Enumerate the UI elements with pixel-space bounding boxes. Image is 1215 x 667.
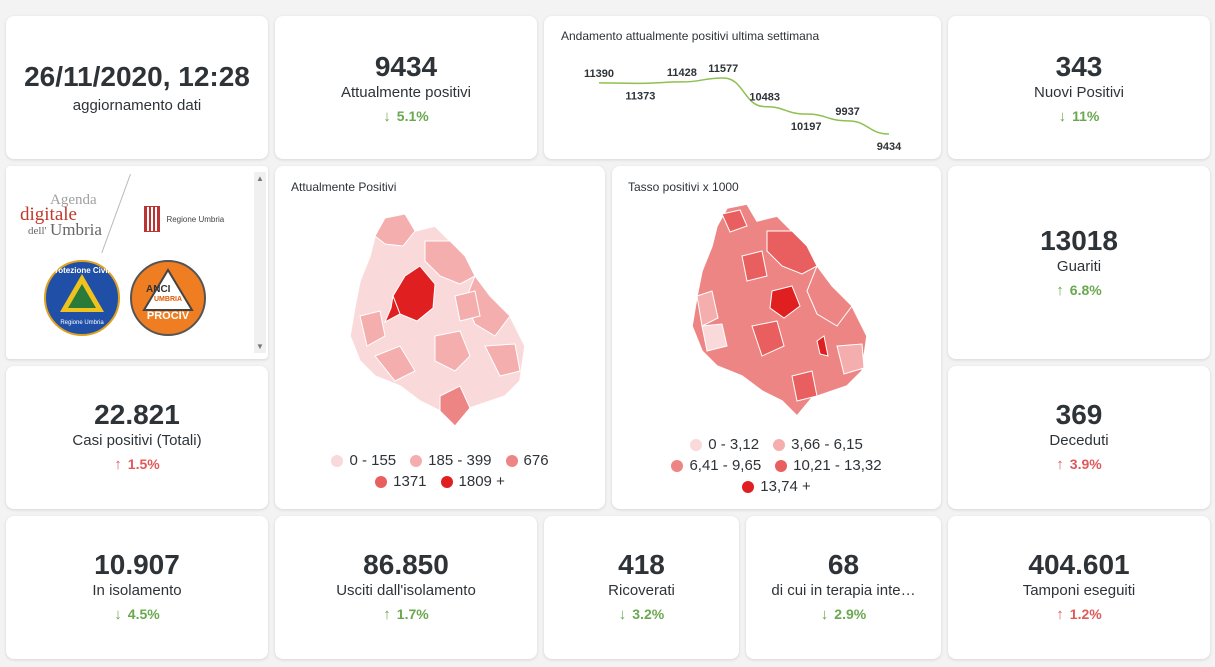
kpi-guariti: 13018 Guariti ↑ 6.8%	[948, 166, 1210, 359]
scroll-up-icon[interactable]: ▲	[256, 174, 264, 183]
regione-umbria-logo: Regione Umbria	[144, 206, 224, 232]
kpi-value: 86.850	[363, 549, 449, 580]
legend-item[interactable]: 0 - 155	[331, 452, 396, 469]
legend-item[interactable]: 1809 +	[440, 473, 505, 490]
kpi-label: Guariti	[1056, 258, 1102, 275]
kpi-deceduti: 369 Deceduti ↑ 3.9%	[948, 366, 1210, 509]
umbria-map-positivi[interactable]	[275, 196, 605, 466]
trend-chart-card: Andamento attualmente positivi ultima se…	[544, 16, 941, 159]
kpi-value: 68	[827, 549, 860, 580]
map-tasso-legend: 0 - 3,12 3,66 - 6,15 6,41 - 9,65 10,21 -…	[612, 436, 941, 499]
kpi-ricoverati: 418 Ricoverati ↓ 3.2%	[544, 516, 739, 659]
kpi-value: 404.601	[1028, 549, 1130, 580]
kpi-delta: ↑ 6.8%	[1056, 282, 1102, 299]
kpi-delta: ↓ 5.1%	[383, 108, 429, 125]
legend-item[interactable]: 3,66 - 6,15	[773, 436, 863, 453]
legend-item[interactable]: 13,74 +	[742, 478, 811, 495]
scroll-down-icon[interactable]: ▼	[256, 342, 264, 351]
kpi-label: Tamponi eseguiti	[1022, 582, 1136, 599]
kpi-delta: ↑ 1.5%	[114, 456, 160, 473]
regione-emblem-icon	[144, 206, 160, 232]
kpi-delta: ↓ 11%	[1058, 108, 1100, 125]
kpi-value: 369	[1055, 399, 1103, 430]
kpi-isolamento: 10.907 In isolamento ↓ 4.5%	[6, 516, 268, 659]
kpi-label: Usciti dall'isolamento	[336, 582, 476, 599]
arrow-up-icon: ↑	[383, 606, 391, 623]
kpi-label: Casi positivi (Totali)	[72, 432, 202, 449]
trend-line	[598, 77, 890, 135]
arrow-down-icon: ↓	[383, 108, 391, 125]
map-tasso-title: Tasso positivi x 1000	[628, 180, 739, 194]
kpi-usciti: 86.850 Usciti dall'isolamento ↑ 1.7%	[275, 516, 537, 659]
arrow-down-icon: ↓	[618, 606, 627, 623]
trend-data-label: 9937	[835, 106, 859, 118]
kpi-delta: ↓ 2.9%	[820, 606, 867, 623]
kpi-delta: ↓ 3.2%	[618, 606, 665, 623]
kpi-nuovi-positivi: 343 Nuovi Positivi ↓ 11%	[948, 16, 1210, 159]
legend-item[interactable]: 6,41 - 9,65	[671, 457, 761, 474]
kpi-value: 9434	[374, 51, 438, 82]
kpi-value: 10.907	[94, 549, 180, 580]
trend-chart: 11390 11373 11428 11577 10483 10197 9937 9434	[584, 63, 902, 153]
trend-data-label: 11577	[708, 63, 738, 75]
kpi-label: di cui in terapia inte…	[771, 582, 916, 599]
trend-data-label: 9434	[877, 141, 902, 153]
update-label: aggiornamento dati	[72, 97, 202, 114]
kpi-tamponi: 404.601 Tamponi eseguiti ↑ 1.2%	[948, 516, 1210, 659]
arrow-up-icon: ↑	[1056, 606, 1064, 623]
kpi-delta: ↓ 4.5%	[114, 606, 160, 623]
map-positivi-legend: 0 - 155 185 - 399 676 1371 1809 +	[275, 452, 605, 494]
legend-item[interactable]: 10,21 - 13,32	[775, 457, 882, 474]
legend-item[interactable]: 1371	[375, 473, 427, 490]
map-positivi-title: Attualmente Positivi	[291, 180, 397, 194]
kpi-value: 22.821	[94, 399, 180, 430]
update-datetime: 26/11/2020, 12:28	[24, 61, 250, 92]
arrow-down-icon: ↓	[820, 606, 829, 623]
kpi-value: 418	[618, 549, 665, 580]
kpi-terapia-intensiva: 68 di cui in terapia inte… ↓ 2.9%	[746, 516, 941, 659]
kpi-label: Deceduti	[1049, 432, 1109, 449]
kpi-attualmente-positivi: 9434 Attualmente positivi ↓ 5.1%	[275, 16, 537, 159]
map-tasso-card: Tasso positivi x 1000 0 - 3,12 3,66 - 6,…	[612, 166, 941, 509]
anci-umbria-prociv-logo: ANCI UMBRIA PROCIV	[130, 260, 206, 336]
trend-data-label: 10197	[791, 121, 822, 133]
logos-card: Agenda digitale dell' Umbria Regione Umb…	[6, 166, 268, 359]
arrow-up-icon: ↑	[1056, 456, 1064, 473]
trend-data-label: 11390	[584, 68, 614, 80]
umbria-map-tasso[interactable]	[612, 196, 941, 456]
kpi-delta: ↑ 1.2%	[1056, 606, 1102, 623]
arrow-down-icon: ↓	[1058, 108, 1067, 125]
trend-title: Andamento attualmente positivi ultima se…	[561, 29, 820, 43]
legend-item[interactable]: 185 - 399	[410, 452, 492, 469]
legend-item[interactable]: 676	[505, 452, 549, 469]
kpi-delta: ↑ 3.9%	[1056, 456, 1102, 473]
protezione-civile-logo: Regione Umbria Protezione Civile	[44, 260, 120, 336]
svg-text:Regione Umbria: Regione Umbria	[60, 320, 104, 326]
kpi-label: Attualmente positivi	[340, 84, 472, 101]
trend-data-label: 11373	[625, 90, 655, 102]
kpi-casi-totali: 22.821 Casi positivi (Totali) ↑ 1.5%	[6, 366, 268, 509]
agenda-digitale-logo: Agenda digitale dell' Umbria	[20, 192, 102, 239]
trend-data-label: 11428	[667, 67, 697, 79]
map-positivi-card: Attualmente Positivi 0 - 155 185 - 399 6…	[275, 166, 605, 509]
kpi-label: Nuovi Positivi	[1033, 84, 1125, 101]
arrow-up-icon: ↑	[114, 456, 122, 473]
kpi-label: In isolamento	[92, 582, 182, 599]
update-date-card: 26/11/2020, 12:28 aggiornamento dati	[6, 16, 268, 159]
logos-scrollbar[interactable]: ▲ ▼	[254, 172, 266, 353]
kpi-value: 343	[1055, 51, 1103, 82]
kpi-delta: ↑ 1.7%	[383, 606, 429, 623]
arrow-up-icon: ↑	[1056, 282, 1064, 299]
trend-data-label: 10483	[749, 92, 780, 104]
kpi-value: 13018	[1040, 225, 1118, 256]
arrow-down-icon: ↓	[114, 606, 122, 623]
legend-item[interactable]: 0 - 3,12	[690, 436, 759, 453]
kpi-label: Ricoverati	[608, 582, 675, 599]
